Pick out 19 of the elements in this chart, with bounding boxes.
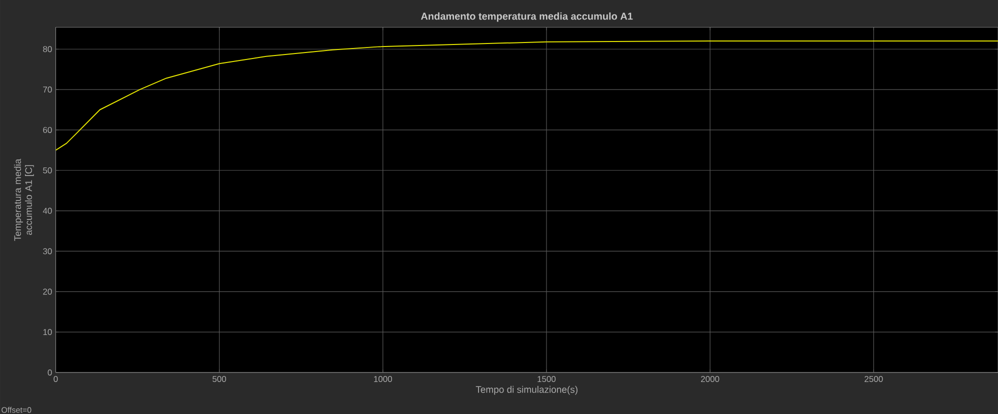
x-tick-label: 1000: [374, 376, 392, 382]
text: Offset=0: [2, 406, 32, 413]
x-tick-label: 0: [54, 376, 58, 382]
x-tick-label: 2500: [864, 376, 883, 382]
y-tick-label: 20: [43, 288, 52, 295]
y-tick-label: 70: [43, 86, 52, 93]
y-tick-label: 50: [43, 167, 52, 174]
x-tick-label: 1500: [538, 376, 556, 382]
y-tick-label: 40: [42, 208, 52, 214]
y-tick-label: 0: [48, 369, 52, 376]
y-tick-label: 60: [43, 126, 52, 133]
chart-title: Andamento temperatura media accumulo A1: [420, 12, 633, 22]
y-tick-label: 10: [43, 329, 52, 336]
y-tick-label: 30: [43, 248, 52, 254]
y-tick-label: 80: [43, 46, 52, 52]
y-axis-title: Temperatura media accumulo A1 [C]: [14, 158, 34, 241]
x-axis-title: Tempo di simulazione(s): [476, 386, 578, 395]
x-tick-label: 2000: [701, 376, 720, 382]
x-tick-label: 500: [212, 376, 226, 382]
